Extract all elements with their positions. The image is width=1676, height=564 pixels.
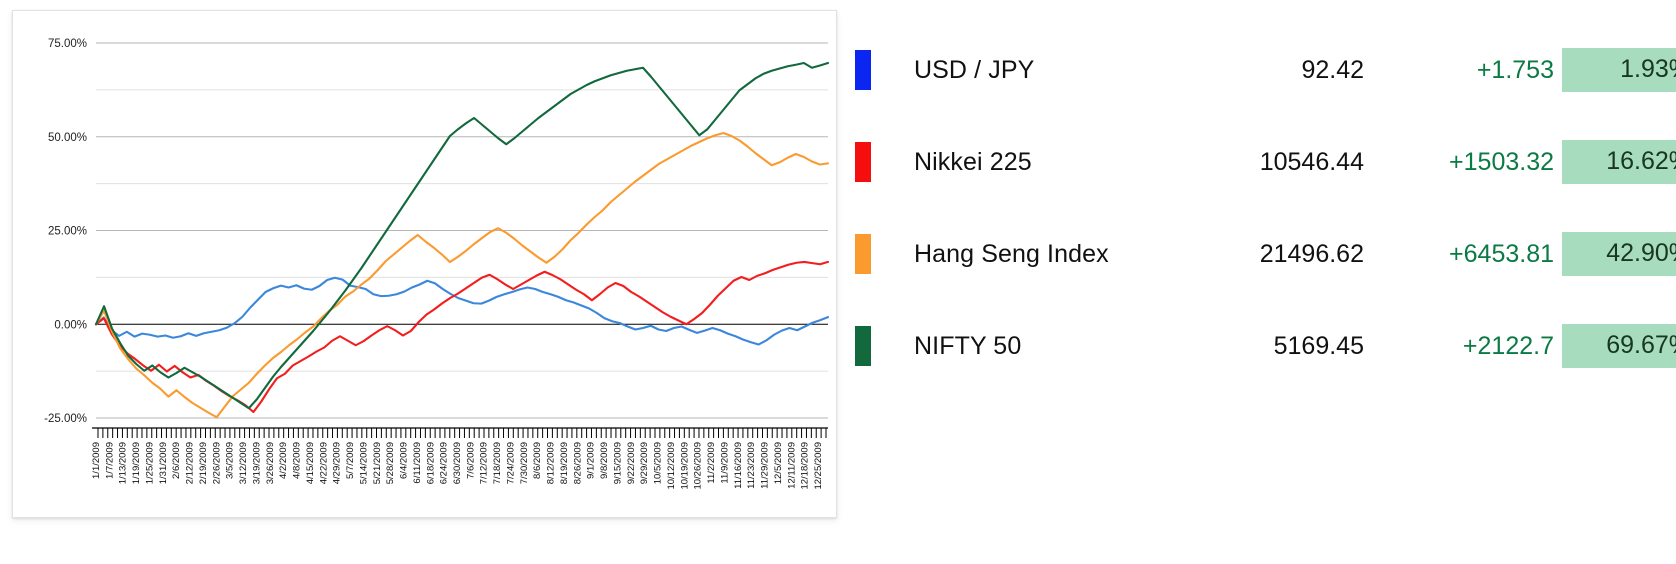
series-color-swatch: [855, 234, 871, 274]
instrument-name: Nikkei 225: [914, 147, 1032, 176]
x-axis-tick-label: 12/18/2009: [800, 442, 811, 490]
x-axis-tick-label: 9/29/2009: [639, 442, 650, 484]
series-color-swatch: [855, 50, 871, 90]
x-axis-tick-label: 5/7/2009: [345, 442, 356, 479]
x-axis-tick-label: 2/12/2009: [185, 442, 196, 484]
y-axis-tick-label: 75.00%: [48, 38, 87, 50]
percent-cell: 42.90%: [1554, 232, 1676, 276]
x-axis-tick-label: 10/26/2009: [693, 442, 704, 490]
x-axis-tick-label: 10/5/2009: [653, 442, 664, 484]
x-axis-tick-label: 10/19/2009: [679, 442, 690, 490]
series-line-usd-jpy: [94, 276, 830, 346]
price-change: +2122.7: [1462, 331, 1554, 360]
x-axis-tick-label: 3/5/2009: [225, 442, 236, 479]
percent-change-badge: 1.93%: [1562, 48, 1676, 92]
x-axis-tick-label: 8/19/2009: [559, 442, 570, 484]
series-color-swatch: [855, 326, 871, 366]
x-axis-tick-label: 11/2/2009: [706, 442, 717, 484]
x-axis-tick-label: 12/25/2009: [813, 442, 824, 490]
instrument-name: NIFTY 50: [914, 331, 1022, 360]
x-axis-tick-label: 4/8/2009: [292, 442, 303, 479]
x-axis-tick-label: 5/28/2009: [385, 442, 396, 484]
last-price: 10546.44: [1259, 147, 1364, 176]
x-axis-tick-label: 9/22/2009: [626, 442, 637, 484]
x-axis-tick-label: 4/2/2009: [278, 442, 289, 479]
x-axis-tick-label: 7/18/2009: [492, 442, 503, 484]
last-price: 5169.45: [1273, 331, 1364, 360]
x-axis-tick-label: 12/11/2009: [786, 442, 797, 489]
y-axis-tick-label: 25.00%: [48, 226, 87, 238]
x-axis-tick-label: 6/11/2009: [412, 442, 423, 484]
x-axis-tick-label: 7/30/2009: [519, 442, 530, 484]
last-price: 92.42: [1301, 55, 1364, 84]
x-axis-tick-label: 1/7/2009: [104, 442, 115, 479]
table-row[interactable]: Hang Seng Index 21496.62 +6453.81 42.90%: [855, 208, 1676, 300]
percent-cell: 69.67%: [1554, 324, 1676, 368]
x-axis-tick-label: 9/15/2009: [612, 442, 623, 484]
chart-panel: 75.00% 50.00% 25.00% 0.00% -25.00% 1/1/2009 1/…: [12, 10, 837, 518]
x-axis-tick-label: 7/24/2009: [505, 442, 516, 484]
x-axis-tick-label: 11/16/2009: [733, 442, 744, 489]
price-change: +1.753: [1476, 55, 1554, 84]
percent-cell: 1.93%: [1554, 48, 1676, 92]
x-axis-tick-label: 3/26/2009: [265, 442, 276, 484]
quote-legend-table: USD / JPY 92.42 +1.753 1.93% Nikkei 225 …: [855, 24, 1676, 392]
instrument-name: Hang Seng Index: [914, 239, 1109, 268]
x-axis-tick-label: 1/25/2009: [144, 442, 155, 484]
x-axis-tick-label: 6/18/2009: [425, 442, 436, 484]
x-axis-tick-label: 6/24/2009: [439, 442, 450, 484]
price-change: +6453.81: [1449, 239, 1554, 268]
x-axis-tick-label: 3/19/2009: [251, 442, 262, 484]
series-line-nikkei-225: [94, 260, 830, 414]
y-axis-tick-label: -25.00%: [44, 413, 87, 425]
x-axis-tick-label: 1/1/2009: [91, 442, 102, 479]
y-axis-tick-label: 50.00%: [48, 132, 87, 144]
percent-change-badge: 42.90%: [1562, 232, 1676, 276]
performance-line-chart: 75.00%50.00%25.00%0.00%-25.00%1/1/2009 1/…: [44, 38, 830, 490]
x-axis-tick-label: 8/12/2009: [546, 442, 557, 484]
x-axis-tick-label: 4/29/2009: [332, 442, 343, 484]
instrument-name: USD / JPY: [914, 55, 1035, 84]
x-axis-tick-label: 2/26/2009: [211, 442, 222, 484]
table-row[interactable]: Nikkei 225 10546.44 +1503.32 16.62%: [855, 116, 1676, 208]
x-axis-tick-label: 8/6/2009: [532, 442, 543, 479]
x-axis-tick-label: 1/19/2009: [131, 442, 142, 484]
x-axis-tick-label: 4/15/2009: [305, 442, 316, 484]
x-axis-tick-label: 5/21/2009: [372, 442, 383, 484]
x-axis-tick-label: 2/19/2009: [198, 442, 209, 484]
percent-change-badge: 16.62%: [1562, 140, 1676, 184]
x-axis-tick-label: 11/23/2009: [746, 442, 757, 489]
x-axis-tick-label: 3/12/2009: [238, 442, 249, 484]
x-axis-tick-label: 11/29/2009: [760, 442, 771, 489]
x-axis-tick-label: 7/6/2009: [465, 442, 476, 479]
percent-cell: 16.62%: [1554, 140, 1676, 184]
x-axis-tick-label: 1/31/2009: [158, 442, 169, 484]
percent-change-badge: 69.67%: [1562, 324, 1676, 368]
x-axis-tick-label: 12/5/2009: [773, 442, 784, 484]
table-row[interactable]: USD / JPY 92.42 +1.753 1.93%: [855, 24, 1676, 116]
x-axis-tick-label: 8/26/2009: [572, 442, 583, 484]
x-axis-tick-label: 5/14/2009: [358, 442, 369, 484]
x-axis-tick-label: 10/12/2009: [666, 442, 677, 490]
x-axis-tick-label: 6/30/2009: [452, 442, 463, 484]
x-axis-tick-label: 7/12/2009: [479, 442, 490, 484]
x-axis-tick-label: 9/1/2009: [586, 442, 597, 479]
chart-plot-area: 75.00% 50.00% 25.00% 0.00% -25.00% 1/1/2009 1/…: [13, 11, 836, 517]
table-row[interactable]: NIFTY 50 5169.45 +2122.7 69.67%: [855, 300, 1676, 392]
x-axis-tick-label: 6/4/2009: [399, 442, 410, 479]
x-axis-tick-label: 11/9/2009: [719, 442, 730, 484]
x-axis-tick-label: 9/8/2009: [599, 442, 610, 479]
x-axis-tick-label: 1/13/2009: [118, 442, 129, 484]
series-line-hang-seng-index: [94, 131, 830, 419]
price-change: +1503.32: [1449, 147, 1554, 176]
x-axis-tick-label: 4/22/2009: [318, 442, 329, 484]
y-axis-tick-label: 0.00%: [54, 319, 87, 331]
last-price: 21496.62: [1259, 239, 1364, 268]
x-axis-tick-label: 2/6/2009: [171, 442, 182, 479]
series-line-nifty-50: [94, 61, 830, 410]
series-color-swatch: [855, 142, 871, 182]
